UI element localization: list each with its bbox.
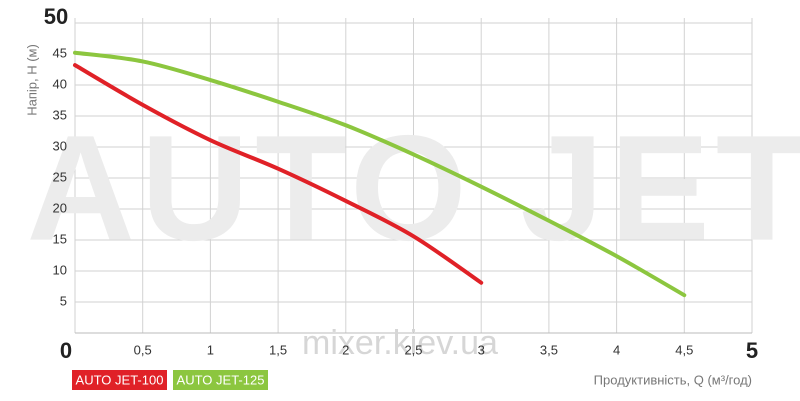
y-tick-label: 45 bbox=[53, 45, 67, 60]
legend-swatch bbox=[72, 370, 167, 390]
x-tick-label: 4 bbox=[613, 342, 620, 357]
watermark: AUTO JET bbox=[26, 104, 800, 272]
y-tick-label: 10 bbox=[53, 262, 67, 277]
x-axis-label: Продуктивність, Q (м³/год) bbox=[594, 372, 752, 387]
legend-swatch bbox=[173, 370, 268, 390]
x-tick-label: 1,5 bbox=[269, 342, 287, 357]
watermark-site: mixer.kiev.ua bbox=[302, 324, 498, 362]
y-axis-label: Напір, Н (м) bbox=[24, 44, 39, 116]
y-tick-label: 25 bbox=[53, 169, 67, 184]
legend-label: AUTO JET-100 bbox=[76, 372, 164, 387]
y-tick-label: 15 bbox=[53, 231, 67, 246]
x-tick-label: 3,5 bbox=[540, 342, 558, 357]
x-tick-label: 3 bbox=[478, 342, 485, 357]
x-tick-label: 1 bbox=[207, 342, 214, 357]
y-tick-label: 20 bbox=[53, 200, 67, 215]
x-tick-label: 2 bbox=[342, 342, 349, 357]
x-tick-label: 5 bbox=[746, 338, 758, 363]
y-tick-label: 50 bbox=[44, 4, 68, 29]
legend-label: AUTO JET-125 bbox=[177, 372, 265, 387]
x-tick-label: 0 bbox=[60, 338, 72, 363]
x-tick-label: 0,5 bbox=[134, 342, 152, 357]
y-tick-label: 30 bbox=[53, 138, 67, 153]
y-tick-label: 40 bbox=[53, 76, 67, 91]
line bbox=[73, 63, 484, 285]
y-tick-label: 5 bbox=[60, 293, 67, 308]
x-tick-label: 2,5 bbox=[404, 342, 422, 357]
x-tick-label: 4,5 bbox=[675, 342, 693, 357]
line bbox=[73, 50, 687, 298]
y-tick-label: 35 bbox=[53, 107, 67, 122]
